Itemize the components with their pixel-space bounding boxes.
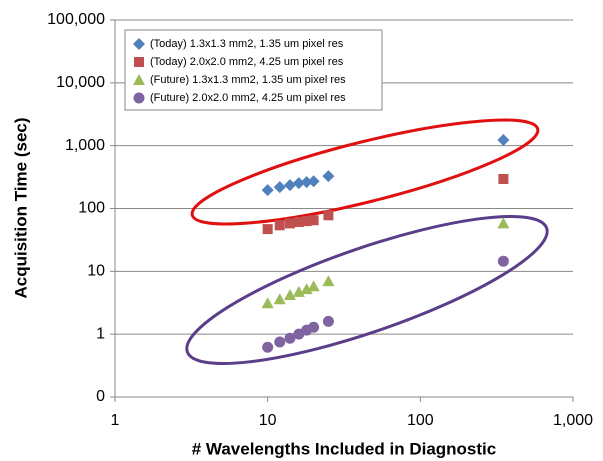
- y-tick-label: 10,000: [56, 74, 105, 91]
- point: [274, 336, 286, 348]
- y-tick-label: 1,000: [65, 137, 105, 154]
- point: [261, 184, 274, 197]
- legend-label: (Today) 2.0x2.0 mm2, 4.25 um pixel res: [150, 56, 344, 68]
- point: [273, 293, 286, 305]
- point: [307, 280, 320, 292]
- point: [498, 173, 509, 184]
- point: [497, 217, 510, 229]
- point: [323, 210, 334, 221]
- legend-label: (Future) 2.0x2.0 mm2, 4.25 um pixel res: [150, 92, 346, 104]
- point: [262, 341, 274, 353]
- y-tick-label: 1: [96, 325, 105, 342]
- point: [283, 289, 296, 301]
- y-tick-label: 100,000: [47, 11, 105, 28]
- x-tick-label: 1,000: [553, 412, 593, 429]
- point: [322, 275, 335, 287]
- point: [301, 216, 312, 227]
- point: [307, 175, 320, 188]
- legend-marker: [133, 74, 145, 85]
- x-tick-label: 1: [111, 412, 120, 429]
- annotation-ellipse: [185, 214, 549, 366]
- y-tick-label: 0: [96, 388, 105, 405]
- point: [262, 224, 273, 235]
- y-tick-label: 10: [87, 263, 105, 280]
- point: [261, 297, 274, 309]
- point: [284, 332, 296, 344]
- point: [308, 215, 319, 226]
- annotation-ellipse: [190, 118, 540, 226]
- point: [292, 177, 305, 190]
- point: [283, 179, 296, 192]
- point: [292, 285, 305, 297]
- legend-marker: [133, 38, 145, 50]
- point: [322, 170, 335, 183]
- legend-marker: [133, 92, 145, 104]
- point: [293, 216, 304, 227]
- point: [497, 255, 509, 267]
- point: [300, 176, 313, 189]
- point: [274, 220, 285, 231]
- x-axis-title: # Wavelengths Included in Diagnostic: [192, 439, 496, 458]
- legend-label: (Future) 1.3x1.3 mm2, 1.35 um pixel res: [150, 74, 346, 86]
- y-tick-label: 100: [78, 200, 105, 217]
- legend-marker: [134, 57, 144, 67]
- point: [322, 315, 334, 327]
- point: [284, 218, 295, 229]
- y-axis-title: Acquisition Time (sec): [11, 117, 30, 298]
- point: [308, 321, 320, 333]
- point: [273, 181, 286, 194]
- point: [497, 134, 510, 147]
- x-tick-label: 100: [407, 412, 434, 429]
- legend: [124, 29, 383, 111]
- legend-label: (Today) 1.3x1.3 mm2, 1.35 um pixel res: [150, 38, 344, 50]
- x-tick-label: 10: [259, 412, 277, 429]
- point: [300, 283, 313, 295]
